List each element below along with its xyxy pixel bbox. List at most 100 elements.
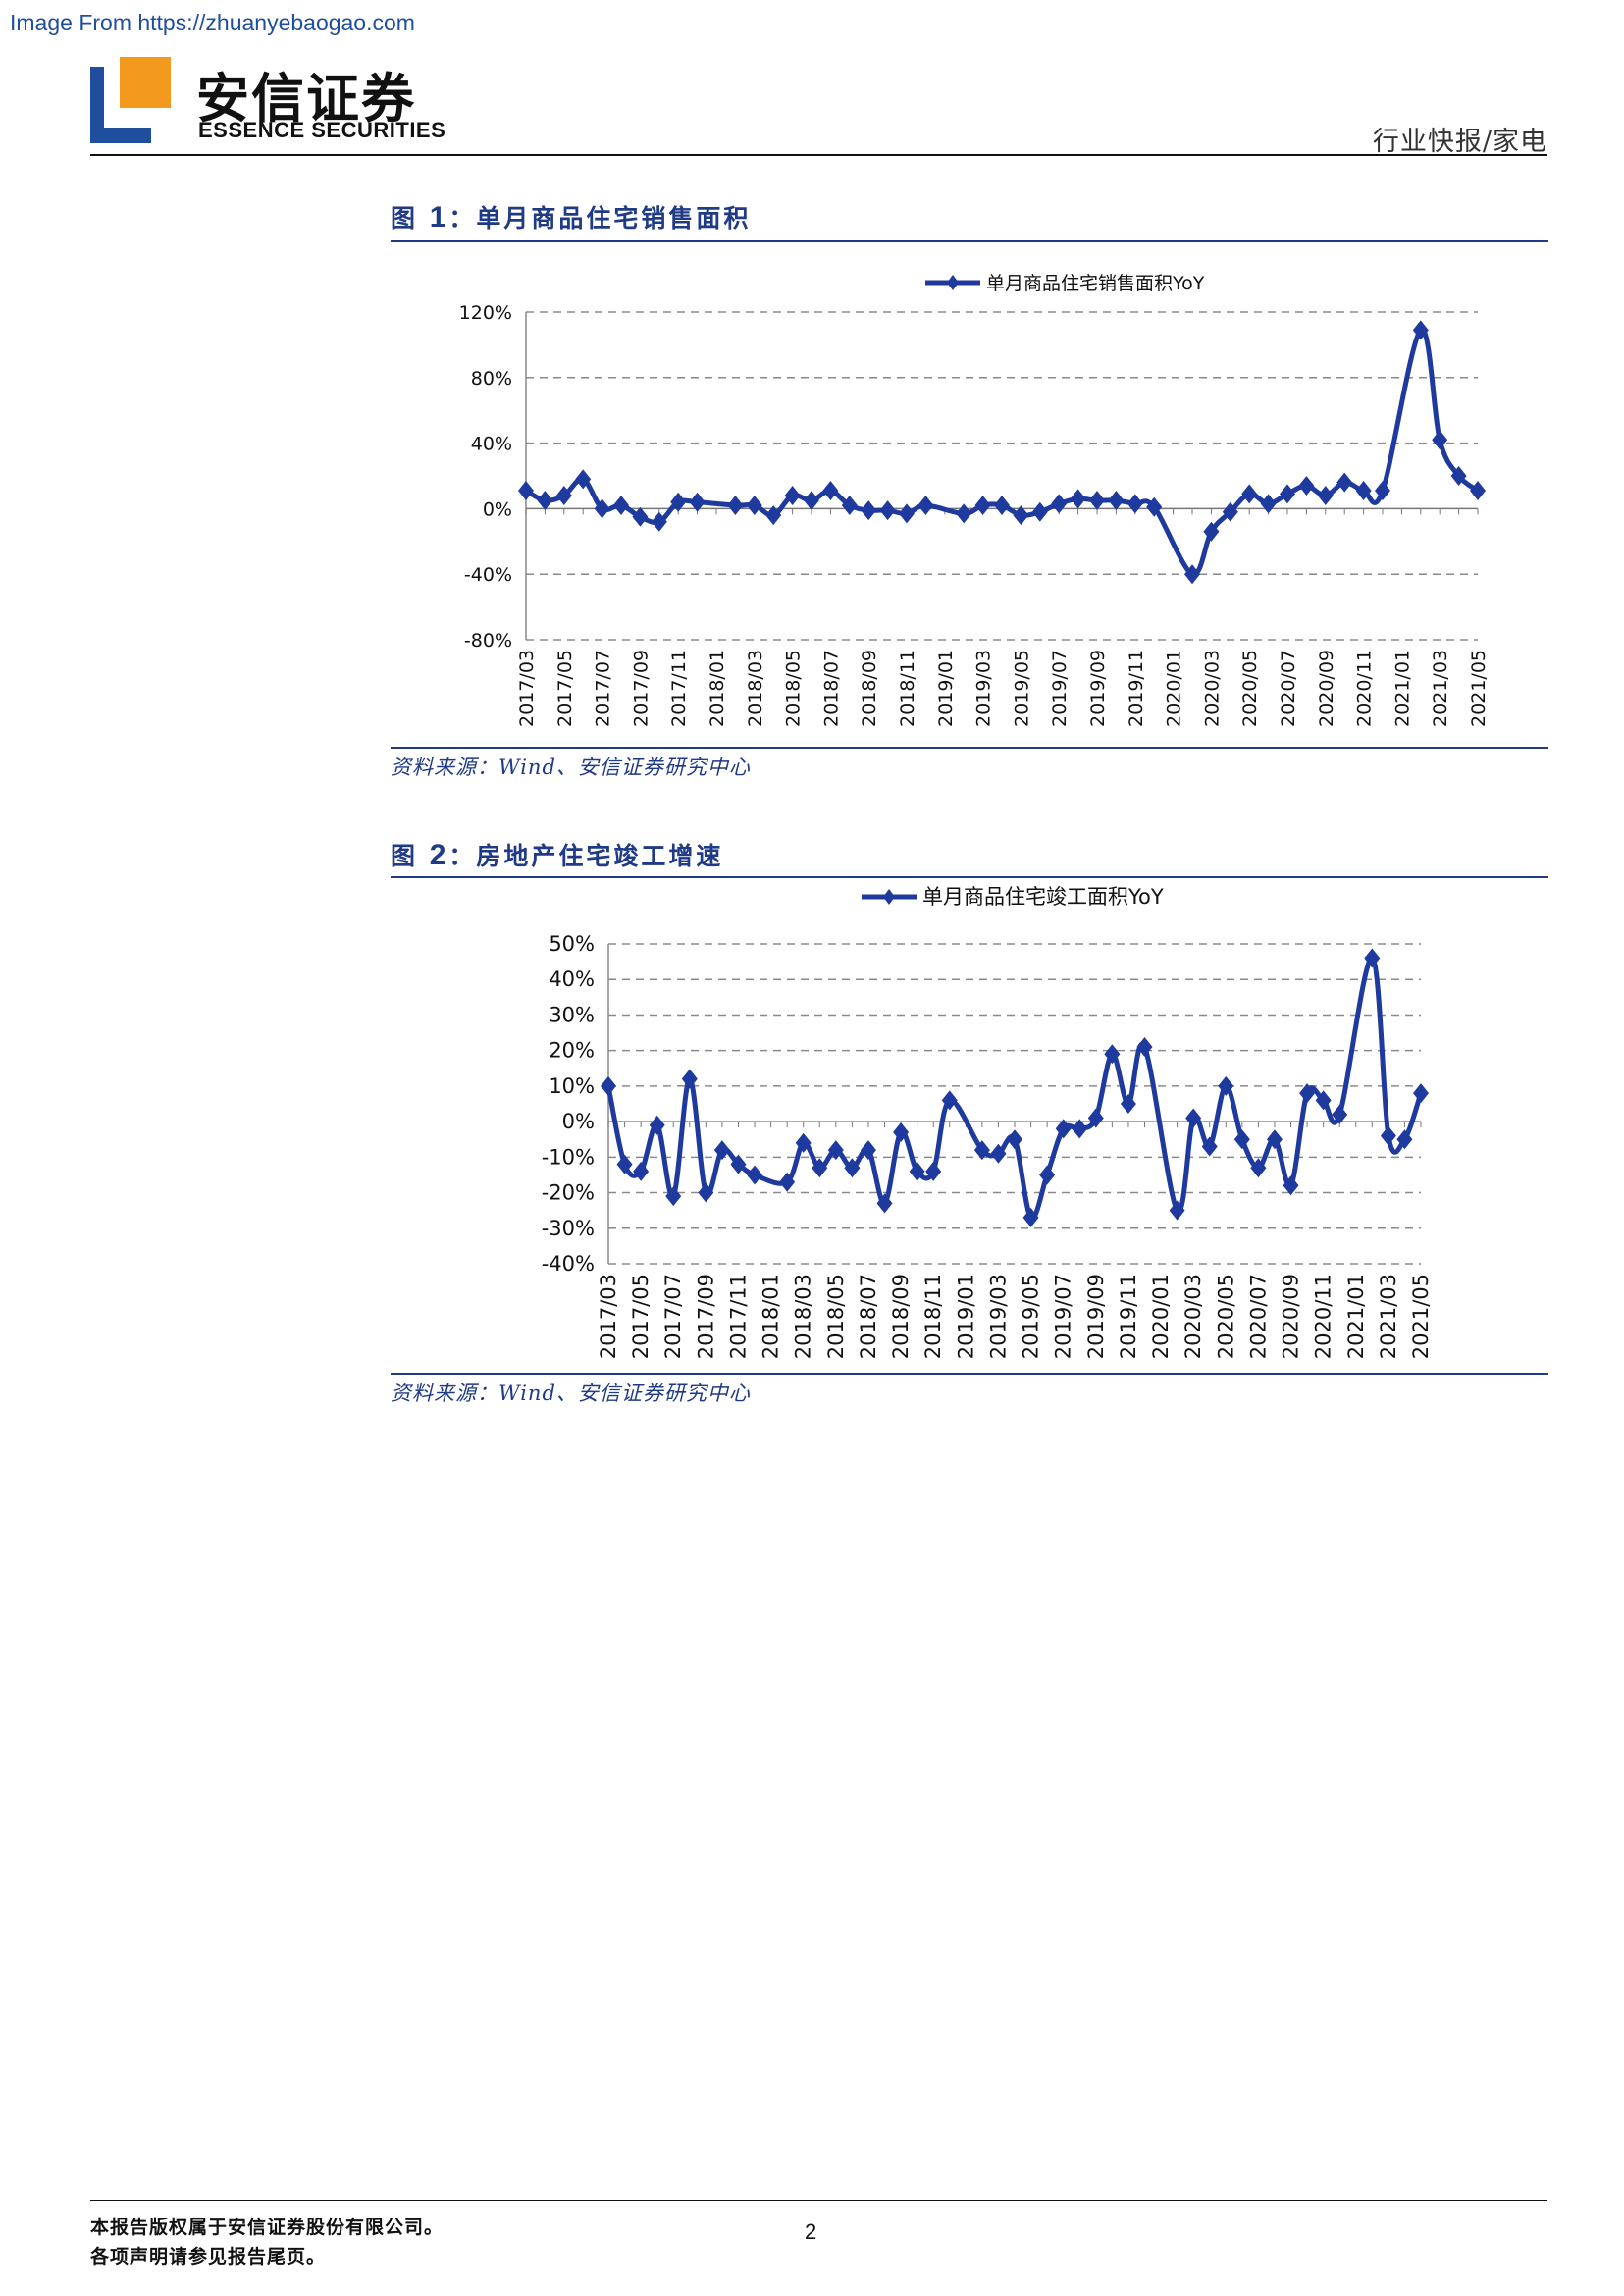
figure-2-label: 图: [391, 842, 418, 870]
x-tick-label: 2020/05: [1214, 1274, 1237, 1359]
data-point-marker: [727, 496, 743, 515]
data-point-marker: [899, 503, 915, 523]
y-tick-label: -40%: [464, 564, 512, 586]
y-tick-label: 10%: [549, 1074, 595, 1098]
data-point-marker: [1089, 491, 1105, 510]
data-point-marker: [1336, 473, 1352, 493]
y-tick-label: 30%: [549, 1003, 595, 1026]
x-tick-label: 2018/09: [859, 650, 880, 727]
x-tick-label: 2019/09: [1084, 1274, 1108, 1359]
x-tick-label: 2018/01: [707, 650, 728, 727]
data-point-marker: [1381, 1126, 1396, 1146]
figure-2-bottom-rule: [391, 1373, 1548, 1375]
x-tick-label: 2019/09: [1087, 650, 1109, 727]
data-point-marker: [1039, 1165, 1055, 1184]
data-point-marker: [747, 496, 762, 515]
data-point-marker: [518, 481, 534, 500]
legend-marker: [947, 275, 959, 290]
data-point-marker: [1071, 489, 1086, 508]
page-number: 2: [805, 2219, 816, 2245]
x-tick-label: 2019/03: [986, 1274, 1010, 1359]
footer-disclaimer: 各项声明请参见报告尾页。: [90, 2242, 326, 2269]
x-tick-label: 2019/01: [954, 1274, 977, 1359]
y-tick-label: 40%: [471, 434, 512, 455]
data-point-marker: [1318, 486, 1334, 505]
data-point-marker: [1051, 494, 1067, 513]
x-tick-label: 2021/01: [1344, 1274, 1368, 1359]
x-tick-label: 2019/07: [1049, 650, 1071, 727]
y-tick-label: -20%: [542, 1181, 595, 1205]
x-tick-label: 2021/05: [1468, 650, 1490, 727]
data-point-marker: [861, 500, 876, 520]
figure-1-source: 资料来源：Wind、安信证券研究中心: [391, 752, 751, 781]
footer-copyright: 本报告版权属于安信证券股份有限公司。: [90, 2213, 444, 2239]
figure-2-source: 资料来源：Wind、安信证券研究中心: [391, 1378, 751, 1407]
x-tick-label: 2017/09: [630, 650, 652, 727]
data-point-marker: [1413, 1083, 1429, 1103]
x-tick-label: 2017/09: [694, 1274, 717, 1359]
series-line: [526, 330, 1478, 575]
figure-1-number: 1: [430, 201, 449, 234]
x-tick-label: 2020/09: [1280, 1274, 1303, 1359]
data-point-marker: [994, 496, 1010, 515]
y-tick-label: -40%: [542, 1252, 595, 1276]
x-tick-label: 2018/05: [783, 650, 805, 727]
x-tick-label: 2019/11: [1126, 650, 1147, 727]
x-tick-label: 2019/05: [1011, 650, 1032, 727]
data-point-marker: [1234, 1129, 1250, 1149]
y-tick-label: 120%: [459, 302, 512, 324]
x-tick-label: 2020/03: [1201, 650, 1223, 727]
data-point-marker: [714, 1140, 730, 1160]
figure-2-caption: ：房地产住宅竣工增速: [448, 842, 723, 870]
figure-2-title: 图 2：房地产住宅竣工增速: [391, 837, 723, 872]
x-tick-label: 2020/03: [1181, 1274, 1205, 1359]
legend-marker: [883, 889, 895, 905]
figure-1-title: 图 1：单月商品住宅销售面积: [391, 199, 751, 235]
data-point-marker: [632, 507, 648, 527]
x-tick-label: 2019/11: [1117, 1274, 1140, 1359]
x-tick-label: 2020/11: [1312, 1274, 1336, 1359]
data-point-marker: [880, 500, 896, 520]
x-tick-label: 2017/05: [629, 1274, 653, 1359]
data-point-marker: [1108, 491, 1124, 510]
x-tick-label: 2020/01: [1164, 650, 1185, 727]
figure-1-caption: ：单月商品住宅销售面积: [448, 204, 751, 233]
x-tick-label: 2017/07: [593, 650, 614, 727]
brand-name-en: ESSENCE SECURITIES: [198, 118, 445, 143]
data-point-marker: [804, 491, 819, 510]
x-tick-label: 2020/05: [1239, 650, 1261, 727]
x-tick-label: 2020/07: [1246, 1274, 1270, 1359]
x-tick-label: 2017/03: [597, 1274, 620, 1359]
data-point-marker: [537, 491, 552, 510]
essence-logo-icon: [90, 57, 171, 143]
x-tick-label: 2018/07: [857, 1274, 880, 1359]
x-tick-label: 2020/09: [1316, 650, 1337, 727]
data-point-marker: [1298, 476, 1314, 496]
data-point-marker: [747, 1165, 762, 1184]
x-tick-label: 2018/01: [760, 1274, 783, 1359]
x-tick-label: 2017/11: [668, 650, 690, 727]
x-tick-label: 2017/05: [554, 650, 576, 727]
x-tick-label: 2018/09: [889, 1274, 913, 1359]
x-tick-label: 2020/11: [1354, 650, 1376, 727]
footer-divider: [90, 2200, 1547, 2201]
y-tick-label: 40%: [549, 967, 595, 991]
y-tick-label: 0%: [562, 1110, 595, 1133]
report-category: 行业快报/家电: [1373, 120, 1547, 158]
data-point-marker: [1375, 481, 1390, 500]
data-point-marker: [1007, 1129, 1022, 1149]
x-tick-label: 2020/01: [1149, 1274, 1173, 1359]
y-tick-label: -10%: [542, 1145, 595, 1169]
x-tick-label: 2018/05: [824, 1274, 848, 1359]
y-tick-label: -30%: [542, 1217, 595, 1240]
x-tick-label: 2019/03: [973, 650, 995, 727]
source-url[interactable]: Image From https://zhuanyebaogao.com: [10, 10, 415, 36]
data-point-marker: [1432, 430, 1447, 449]
chart-2: -40%-30%-20%-10%0%10%20%30%40%50%2017/03…: [391, 881, 1548, 1372]
x-tick-label: 2021/05: [1409, 1274, 1433, 1359]
legend-label: 单月商品住宅销售面积YoY: [986, 273, 1205, 294]
data-point-marker: [1127, 494, 1143, 513]
x-tick-label: 2018/11: [921, 1274, 945, 1359]
data-point-marker: [917, 496, 933, 515]
x-tick-label: 2018/07: [820, 650, 842, 727]
